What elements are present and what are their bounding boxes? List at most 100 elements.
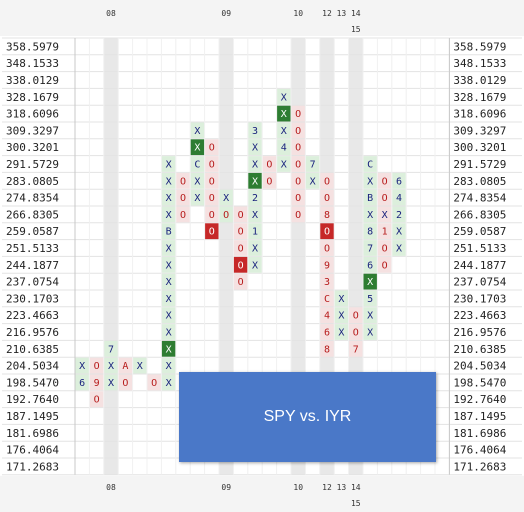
box-cell: [377, 240, 392, 256]
box-cell: [320, 172, 334, 189]
date-marker-bottom: 13: [337, 483, 347, 492]
box-cell: [320, 240, 334, 256]
box-cell: [349, 307, 363, 324]
box-cell: [161, 189, 176, 206]
box-mark: O: [122, 378, 128, 389]
box-mark: X: [310, 176, 316, 187]
box-cell: [291, 156, 305, 172]
box-mark: 8: [324, 344, 330, 355]
date-marker-top: 12: [322, 9, 332, 18]
box-mark: X: [281, 92, 287, 103]
box-cell: [205, 223, 219, 240]
box-cell: [190, 156, 205, 172]
price-label-right: 192.7640: [453, 393, 506, 406]
box-mark: X: [166, 328, 172, 339]
box-cell: [349, 340, 363, 357]
box-cell: [190, 172, 205, 189]
price-label-right: 223.4663: [453, 309, 506, 322]
box-mark: 5: [367, 294, 373, 305]
box-cell: [161, 340, 176, 357]
box-columns: X6O9O7XXAOXOXXXXBXXXXXXXXXOOOXXCXXOOOOOO…: [75, 88, 406, 408]
box-cell: [305, 172, 320, 189]
box-mark: O: [238, 277, 244, 288]
price-label-left: 237.0754: [6, 276, 59, 289]
box-mark: O: [238, 244, 244, 255]
box-mark: X: [166, 294, 172, 305]
price-label-right: 204.5034: [453, 360, 506, 373]
box-cell: [320, 206, 334, 223]
date-marker-top: 14: [351, 9, 361, 18]
box-mark: 1: [252, 227, 258, 238]
date-marker-top: 08: [106, 9, 116, 18]
box-mark: 7: [310, 160, 316, 171]
box-mark: O: [324, 176, 330, 187]
box-cell: [377, 256, 392, 273]
price-label-left: 244.1877: [6, 259, 59, 272]
box-mark: O: [180, 210, 186, 221]
box-mark: X: [166, 193, 172, 204]
price-label-left: 187.1495: [6, 410, 59, 423]
price-label-left: 328.1679: [6, 91, 59, 104]
box-cell: [161, 206, 176, 223]
box-cell: [104, 340, 118, 357]
box-cell: [147, 374, 161, 391]
box-cell: [363, 256, 377, 273]
box-cell: [291, 122, 305, 139]
box-cell: [277, 88, 291, 105]
price-label-left: 358.5979: [6, 40, 59, 53]
price-label-left: 198.5470: [6, 376, 59, 389]
box-cell: [248, 240, 262, 256]
box-cell: [363, 290, 377, 307]
box-mark: O: [209, 227, 215, 238]
box-mark: X: [166, 277, 172, 288]
box-mark: X: [166, 344, 172, 355]
box-mark: X: [194, 126, 200, 137]
box-mark: X: [252, 160, 258, 171]
box-mark: 3: [324, 277, 330, 288]
date-marker-bottom: 12: [322, 483, 332, 492]
price-label-right: 176.4064: [453, 444, 506, 457]
box-cell: [233, 240, 248, 256]
box-mark: X: [223, 193, 229, 204]
price-label-right: 283.0805: [453, 175, 506, 188]
box-cell: [392, 223, 406, 240]
box-mark: C: [367, 160, 373, 171]
box-cell: [176, 189, 190, 206]
box-mark: B: [166, 227, 172, 238]
box-cell: [248, 256, 262, 273]
box-mark: X: [252, 176, 258, 187]
price-label-left: 259.0587: [6, 225, 59, 238]
box-mark: X: [252, 143, 258, 154]
box-cell: [277, 139, 291, 156]
price-label-left: 204.5034: [6, 360, 59, 373]
box-cell: [75, 374, 89, 391]
price-label-right: 244.1877: [453, 259, 506, 272]
box-mark: O: [295, 176, 301, 187]
box-mark: X: [108, 378, 114, 389]
box-cell: [205, 172, 219, 189]
box-mark: 9: [324, 260, 330, 271]
box-mark: X: [367, 176, 373, 187]
box-cell: [205, 156, 219, 172]
box-cell: [248, 206, 262, 223]
box-cell: [305, 156, 320, 172]
date-marker-top: 09: [221, 9, 231, 18]
price-label-left: 274.8354: [6, 192, 59, 205]
box-cell: [219, 206, 233, 223]
price-label-left: 210.6385: [6, 343, 59, 356]
box-mark: 8: [324, 210, 330, 221]
box-cell: [363, 307, 377, 324]
box-cell: [248, 122, 262, 139]
box-mark: 7: [353, 344, 359, 355]
price-label-right: 358.5979: [453, 40, 506, 53]
box-mark: C: [194, 160, 200, 171]
box-cell: [233, 256, 248, 273]
box-cell: [392, 206, 406, 223]
box-cell: [205, 139, 219, 156]
box-mark: X: [166, 361, 172, 372]
price-label-right: 348.1533: [453, 57, 506, 70]
box-mark: O: [295, 143, 301, 154]
box-cell: [349, 324, 363, 340]
price-label-left: 171.2683: [6, 460, 59, 473]
box-cell: [190, 122, 205, 139]
